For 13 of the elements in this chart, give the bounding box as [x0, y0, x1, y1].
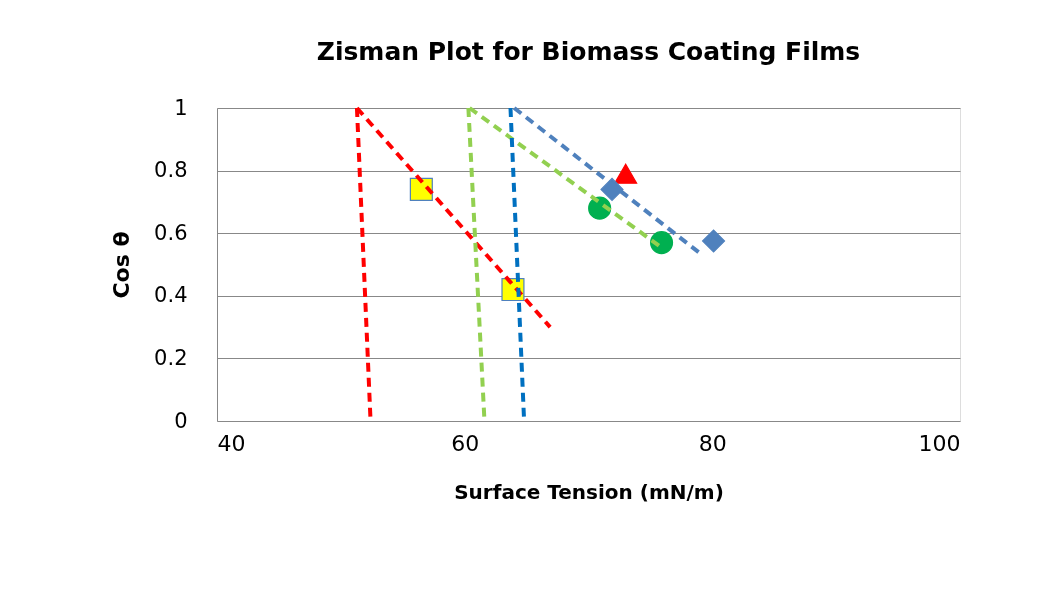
x-tick-label: 60: [451, 430, 480, 456]
chart-title: Zisman Plot for Biomass Coating Films: [316, 37, 861, 66]
y-tick-label: 0: [174, 408, 188, 433]
x-tick-label: 100: [918, 430, 961, 456]
y-tick-label: 1: [174, 95, 188, 120]
y-tick-label: 0.2: [154, 345, 188, 370]
x-axis-title: Surface Tension (mN/m): [454, 479, 724, 504]
x-tick-label: 80: [698, 430, 727, 456]
y-tick-label: 0.4: [154, 283, 188, 308]
y-tick-label: 0.6: [154, 220, 188, 245]
x-tick-label: 40: [217, 430, 246, 456]
y-axis-title: Cos θ: [109, 231, 135, 299]
y-tick-label: 0.8: [154, 158, 188, 183]
